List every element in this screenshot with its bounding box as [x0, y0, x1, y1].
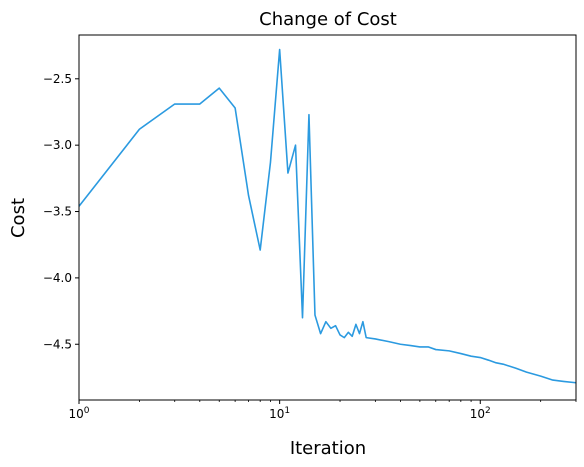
x-axis-title: Iteration [290, 438, 366, 459]
y-tick-label-1: −3.0 [43, 138, 72, 152]
y-tick-label-3: −4.0 [43, 271, 72, 285]
plot-area: −2.5 −3.0 −3.5 −4.0 −4.5 100 101 102 [43, 34, 577, 421]
y-tick-label-2: −3.5 [43, 205, 72, 219]
x-tick-label-1: 101 [269, 406, 290, 421]
x-tick-label-0: 100 [68, 406, 89, 421]
y-tick-label-4: −4.5 [43, 337, 72, 351]
y-axis-title: Cost [8, 198, 29, 238]
series-line-0 [78, 48, 577, 384]
x-tick-label-2: 102 [470, 406, 491, 421]
plot-frame [78, 34, 577, 401]
chart-title: Change of Cost [259, 9, 397, 30]
y-tick-label-0: −2.5 [43, 72, 72, 86]
